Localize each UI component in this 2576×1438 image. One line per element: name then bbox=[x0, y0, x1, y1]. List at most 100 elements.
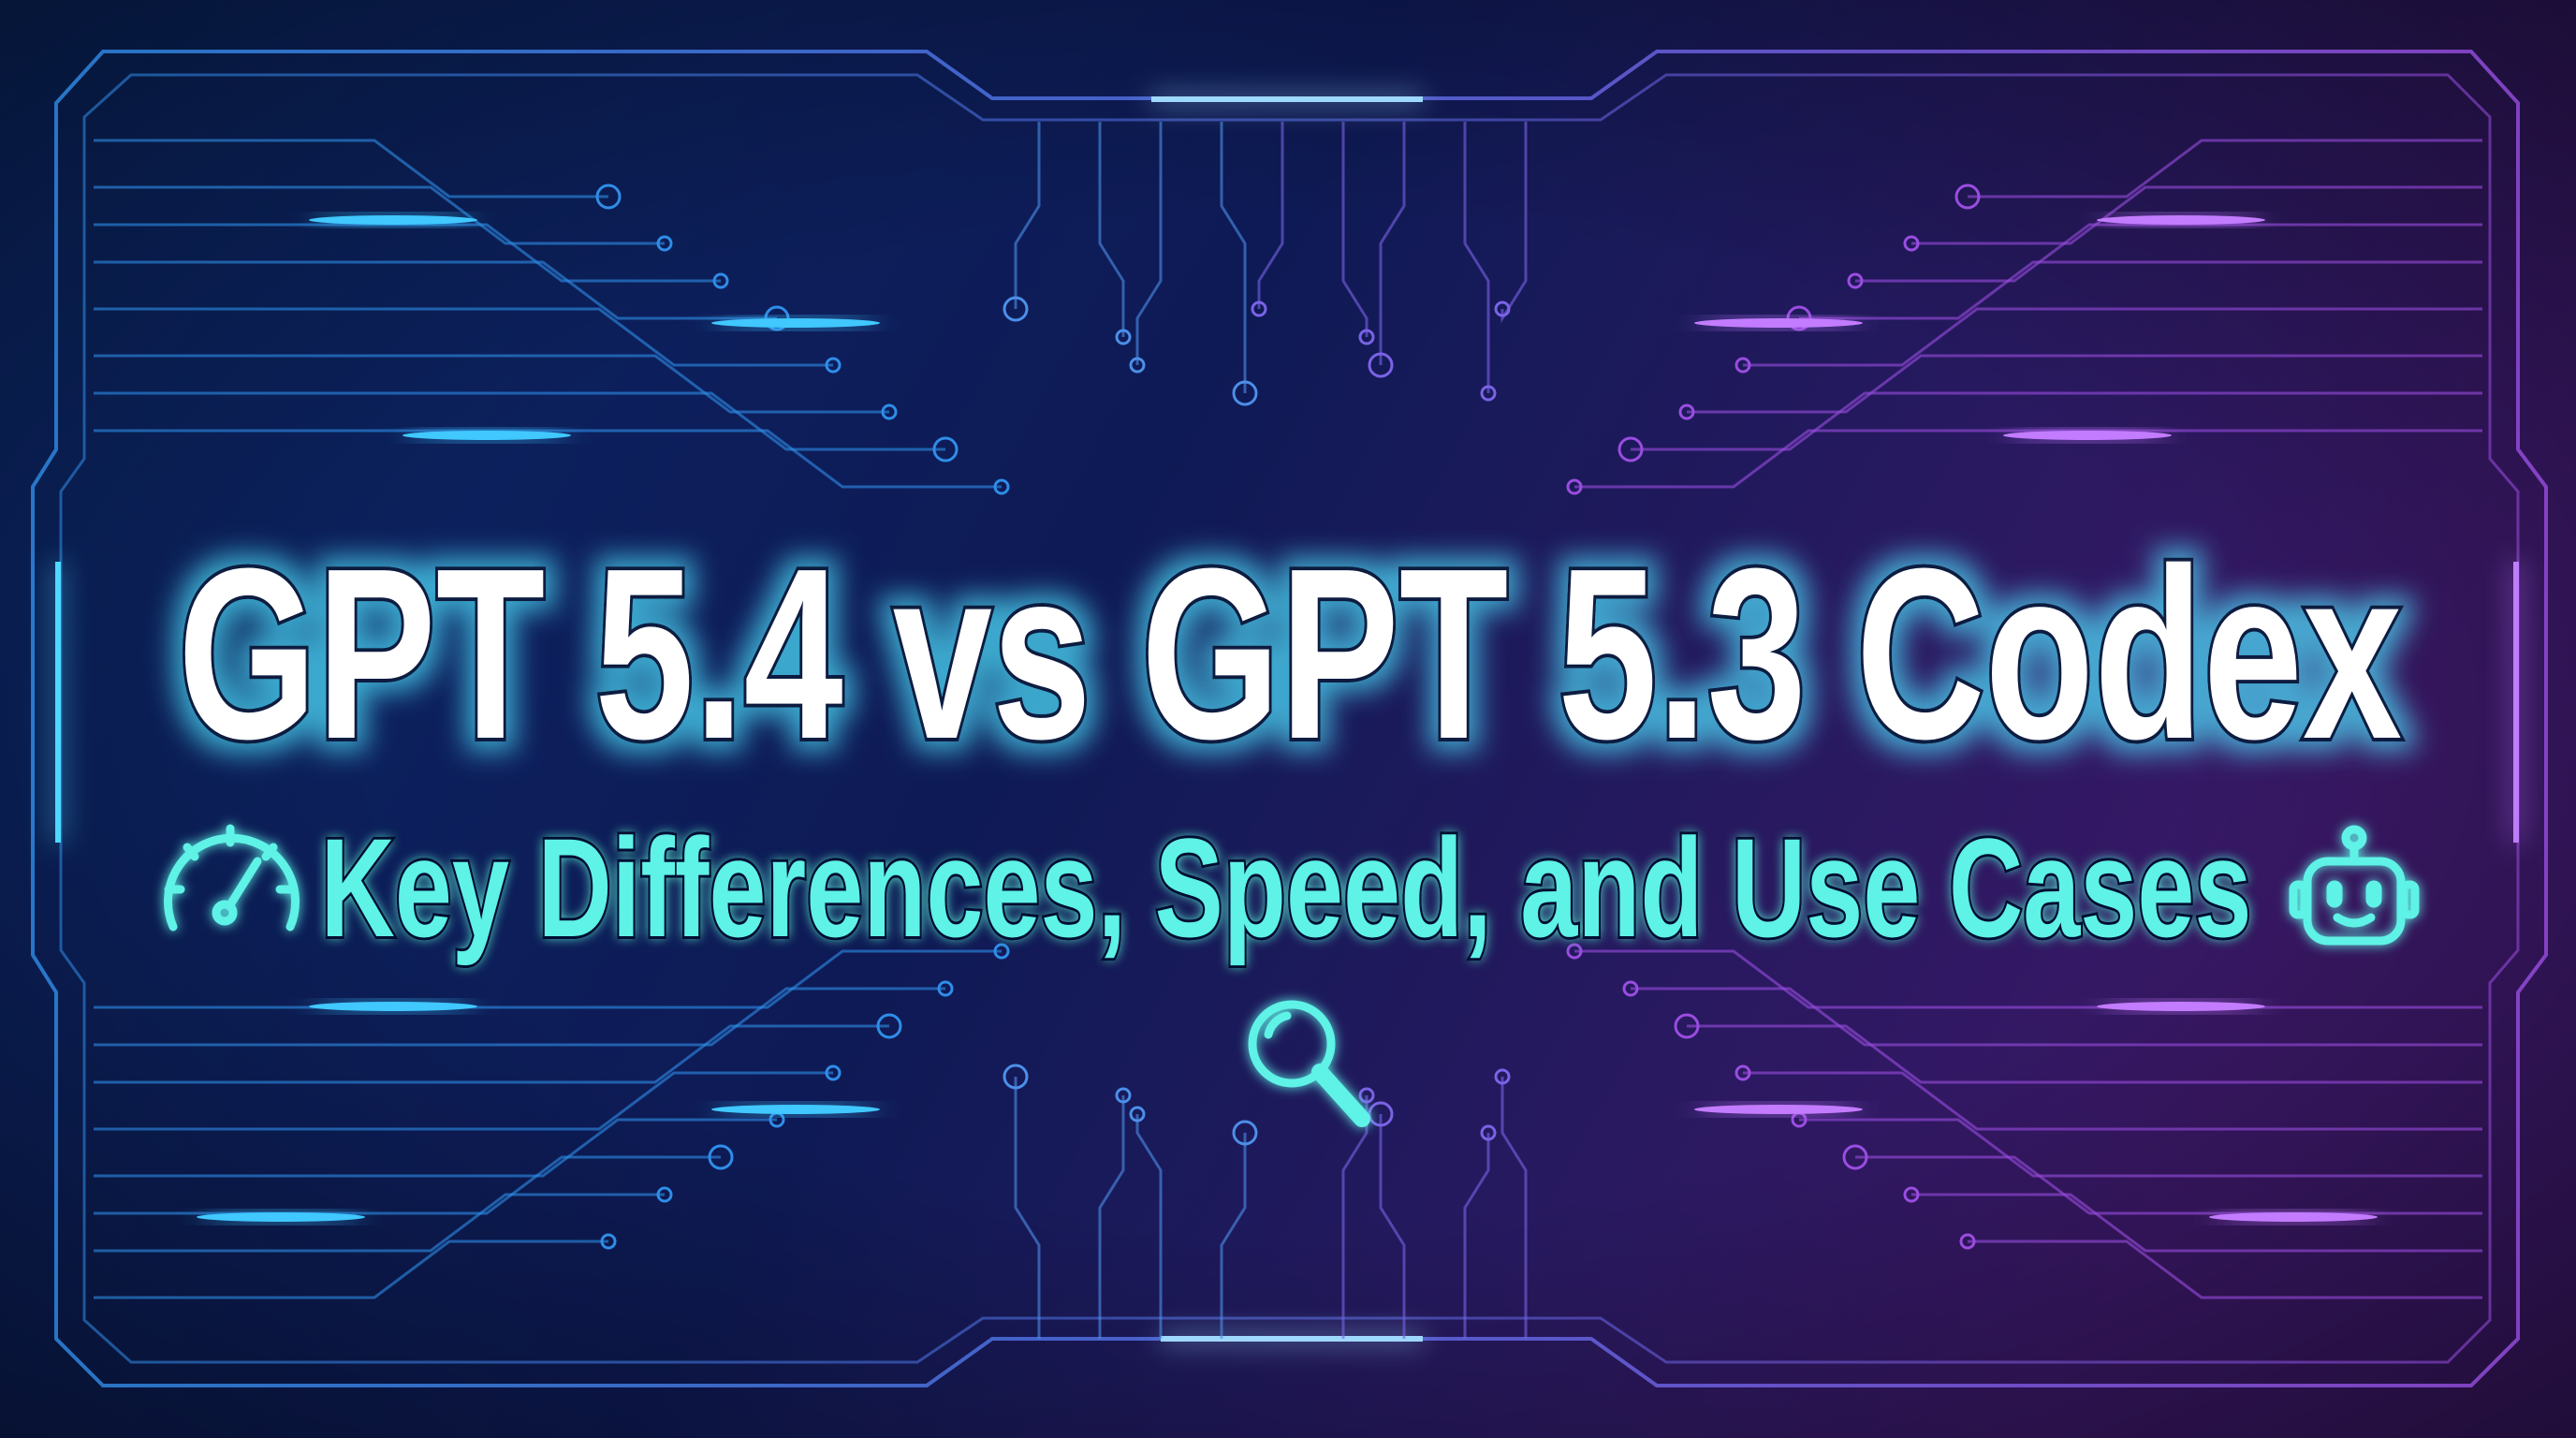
circuit-node bbox=[881, 404, 898, 420]
circuit-trace bbox=[94, 391, 945, 451]
light-streak bbox=[1694, 1105, 1863, 1114]
circuit-trace bbox=[1257, 122, 1284, 309]
circuit-node bbox=[876, 1013, 902, 1039]
circuit-node bbox=[1129, 1106, 1146, 1123]
circuit-trace bbox=[1014, 122, 1041, 309]
circuit-node bbox=[932, 436, 959, 462]
circuit-trace bbox=[1743, 1071, 2482, 1131]
circuit-trace bbox=[1743, 307, 2482, 367]
light-streak bbox=[2003, 431, 2172, 440]
circuit-node bbox=[993, 943, 1010, 960]
magnifying-glass-icon bbox=[1248, 1000, 1370, 1127]
circuit-node bbox=[708, 1144, 734, 1170]
circuit-node bbox=[1368, 352, 1394, 378]
light-streak bbox=[2097, 1002, 2265, 1011]
light-streak bbox=[2209, 1212, 2378, 1222]
circuit-trace bbox=[1135, 1114, 1163, 1339]
circuit-node bbox=[595, 183, 622, 210]
circuit-node bbox=[1368, 1101, 1394, 1127]
circuit-trace bbox=[1463, 1133, 1490, 1339]
circuit-trace bbox=[1911, 1193, 2482, 1253]
circuit-node bbox=[1129, 357, 1146, 374]
circuit-node bbox=[825, 357, 842, 374]
light-streak bbox=[309, 215, 477, 225]
circuit-node bbox=[1003, 296, 1029, 322]
circuit-node bbox=[1494, 1068, 1511, 1085]
circuit-node bbox=[1115, 1087, 1132, 1104]
circuit-node bbox=[1115, 329, 1132, 345]
circuit-node bbox=[1903, 1186, 1920, 1203]
circuit-node bbox=[1622, 980, 1639, 997]
circuit-trace bbox=[1341, 122, 1368, 337]
circuit-node bbox=[1786, 305, 1812, 331]
circuit-node bbox=[1959, 1233, 1976, 1250]
circuit-node bbox=[764, 305, 790, 331]
circuit-node bbox=[1232, 1120, 1258, 1146]
circuit-trace bbox=[1014, 1077, 1041, 1339]
circuit-node bbox=[1358, 329, 1375, 345]
circuit-trace bbox=[1379, 122, 1406, 365]
circuit-trace bbox=[1220, 122, 1247, 393]
circuit-trace bbox=[94, 354, 889, 414]
circuit-node bbox=[656, 235, 673, 252]
circuit-trace bbox=[94, 1240, 608, 1299]
circuit-trace bbox=[94, 987, 945, 1047]
circuit-node bbox=[1480, 1124, 1497, 1141]
circuit-trace bbox=[94, 185, 665, 245]
light-streak bbox=[197, 1212, 365, 1222]
light-streak bbox=[309, 1002, 477, 1011]
speedometer-icon bbox=[164, 824, 300, 932]
circuit-trace bbox=[94, 307, 833, 367]
circuit-trace bbox=[1968, 139, 2482, 198]
circuit-traces bbox=[94, 122, 2482, 1339]
circuit-node bbox=[1480, 385, 1497, 402]
circuit-trace bbox=[1687, 1024, 2482, 1084]
circuit-node bbox=[656, 1186, 673, 1203]
circuit-node bbox=[1232, 380, 1258, 406]
circuit-trace bbox=[94, 1193, 665, 1253]
circuit-trace bbox=[94, 223, 721, 283]
circuit-trace bbox=[1855, 223, 2482, 283]
circuit-node bbox=[1494, 301, 1511, 317]
circuit-node bbox=[825, 1064, 842, 1081]
circuit-trace bbox=[1463, 122, 1490, 393]
circuit-trace bbox=[1379, 1114, 1406, 1339]
circuit-node bbox=[712, 272, 729, 289]
circuit-trace bbox=[1687, 354, 2482, 414]
circuit-trace bbox=[1500, 122, 1528, 324]
circuit-node bbox=[1734, 357, 1751, 374]
circuit-trace bbox=[94, 429, 1002, 489]
circuit-node bbox=[1617, 436, 1644, 462]
circuit-trace bbox=[1968, 1240, 2482, 1299]
light-streak bbox=[2097, 215, 2265, 225]
light-streak bbox=[402, 431, 571, 440]
circuit-node bbox=[1674, 1013, 1700, 1039]
circuit-trace bbox=[1098, 1095, 1125, 1339]
circuit-node bbox=[1954, 183, 1981, 210]
subtitle: Key Differences, Speed, and Use Cases bbox=[321, 809, 2252, 966]
circuit-node bbox=[993, 478, 1010, 495]
circuit-trace bbox=[94, 1118, 777, 1178]
circuit-node bbox=[1847, 272, 1864, 289]
circuit-node bbox=[1842, 1144, 1868, 1170]
light-streak bbox=[1694, 318, 1863, 328]
robot-icon bbox=[2289, 825, 2420, 946]
circuit-trace bbox=[94, 1071, 833, 1131]
circuit-node bbox=[937, 980, 954, 997]
circuit-node bbox=[600, 1233, 617, 1250]
circuit-node bbox=[1566, 943, 1583, 960]
circuit-node bbox=[1566, 478, 1583, 495]
circuit-trace bbox=[94, 260, 777, 320]
circuit-trace bbox=[94, 1024, 889, 1084]
circuit-trace bbox=[1574, 429, 2482, 489]
circuit-trace bbox=[1631, 987, 2482, 1047]
light-streak bbox=[711, 1105, 880, 1114]
circuit-node bbox=[1903, 235, 1920, 252]
circuit-trace bbox=[1911, 185, 2482, 245]
circuit-trace bbox=[1098, 122, 1125, 337]
circuit-node bbox=[1734, 1064, 1751, 1081]
circuit-trace bbox=[1135, 122, 1163, 365]
circuit-trace bbox=[1220, 1133, 1247, 1339]
